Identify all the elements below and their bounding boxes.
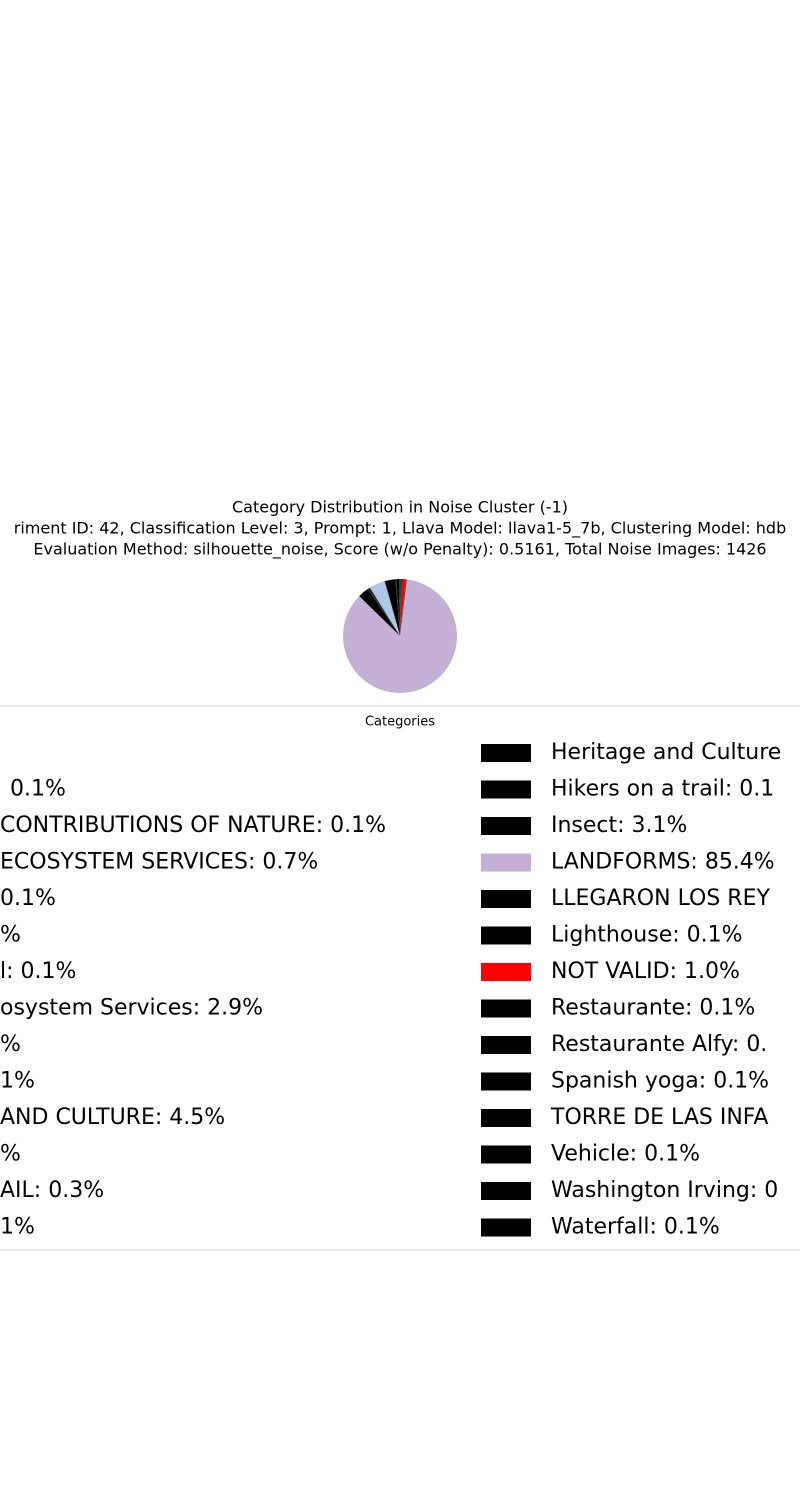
legend-label: 1% (0, 1069, 35, 1094)
legend-swatch (481, 1218, 531, 1237)
legend-label: % (0, 1142, 21, 1167)
legend-label: % (0, 923, 21, 948)
pie-slice (400, 579, 401, 636)
legend-label: l: 0.1% (0, 959, 76, 984)
pie-slice (399, 579, 400, 636)
legend-label: Hikers on a trail: 0.1 (551, 777, 774, 802)
pie-slice (400, 579, 402, 636)
pie-slice (384, 581, 400, 636)
legend-label: Spanish yoga: 0.1% (551, 1069, 769, 1094)
legend-label: Vehicle: 0.1% (551, 1142, 700, 1167)
legend-label: ECOSYSTEM SERVICES: 0.7% (0, 850, 318, 875)
legend-label: 0.1% (0, 886, 56, 911)
pie-slice (396, 579, 400, 636)
pie-slice (400, 579, 403, 636)
legend-label: TORRE DE LAS INFA (550, 1105, 768, 1130)
pie-slice (368, 587, 400, 636)
pie-slice (395, 579, 400, 636)
legend-swatch (481, 1182, 531, 1200)
legend-title: Categories (365, 715, 435, 730)
chart-title: Category Distribution in Noise Cluster (… (232, 498, 568, 517)
legend-swatch (481, 780, 531, 799)
chart-subtitle: riment ID: 42, Classification Level: 3, … (14, 519, 786, 539)
pie-slice (368, 588, 400, 636)
legend-label: Insect: 3.1% (551, 813, 687, 838)
legend-label: Heritage and Culture (551, 740, 781, 765)
legend-label: Washington Irving: 0 (551, 1178, 778, 1203)
pie-slice (400, 579, 407, 636)
legend-label: osystem Services: 2.9% (0, 996, 263, 1021)
pie-slice (400, 579, 407, 636)
pie-slice (400, 579, 402, 636)
pie-slice (398, 579, 400, 636)
legend-label: NOT VALID: 1.0% (551, 959, 740, 984)
pie-slice (367, 588, 400, 636)
chart-subtitle: Evaluation Method: silhouette_noise, Sco… (33, 540, 766, 560)
pie-slice (396, 579, 400, 636)
legend-swatch (481, 926, 531, 945)
pie-slice (385, 579, 400, 636)
pie-slice (400, 579, 402, 636)
legend-label: AND CULTURE: 4.5% (0, 1105, 225, 1130)
legend-swatch (481, 744, 531, 762)
legend-label: AIL: 0.3% (0, 1178, 104, 1203)
legend-label: LANDFORMS: 85.4% (551, 850, 775, 875)
legend-swatch (481, 1072, 531, 1091)
legend-swatch (481, 1145, 531, 1164)
pie-slice (400, 579, 403, 636)
legend-label: Lighthouse: 0.1% (551, 923, 743, 948)
legend-label: 1% (0, 1215, 35, 1240)
legend-swatch (481, 999, 531, 1018)
pie-slice (400, 579, 407, 636)
legend-label: LLEGARON LOS REY (551, 886, 770, 911)
pie-slice (359, 589, 400, 636)
legend-swatch (481, 853, 531, 872)
pie-slice (369, 581, 400, 636)
pie-slice (367, 588, 400, 636)
legend-swatch (481, 963, 531, 981)
legend-label: % (0, 1032, 21, 1057)
legend-label: 0.1% (10, 777, 66, 802)
legend-label: Restaurante Alfy: 0. (551, 1032, 767, 1057)
pie-slice (395, 579, 400, 636)
legend-swatch (481, 890, 531, 908)
legend-swatch (481, 1036, 531, 1054)
pie-slice (343, 579, 458, 693)
legend-label: Waterfall: 0.1% (551, 1215, 720, 1240)
pie-slice (384, 580, 400, 636)
pie-slice (369, 587, 400, 636)
legend-label: CONTRIBUTIONS OF NATURE: 0.1% (0, 813, 386, 838)
legend-swatch (481, 817, 531, 835)
legend-label: Restaurante: 0.1% (551, 996, 755, 1021)
legend-swatch (481, 1109, 531, 1127)
